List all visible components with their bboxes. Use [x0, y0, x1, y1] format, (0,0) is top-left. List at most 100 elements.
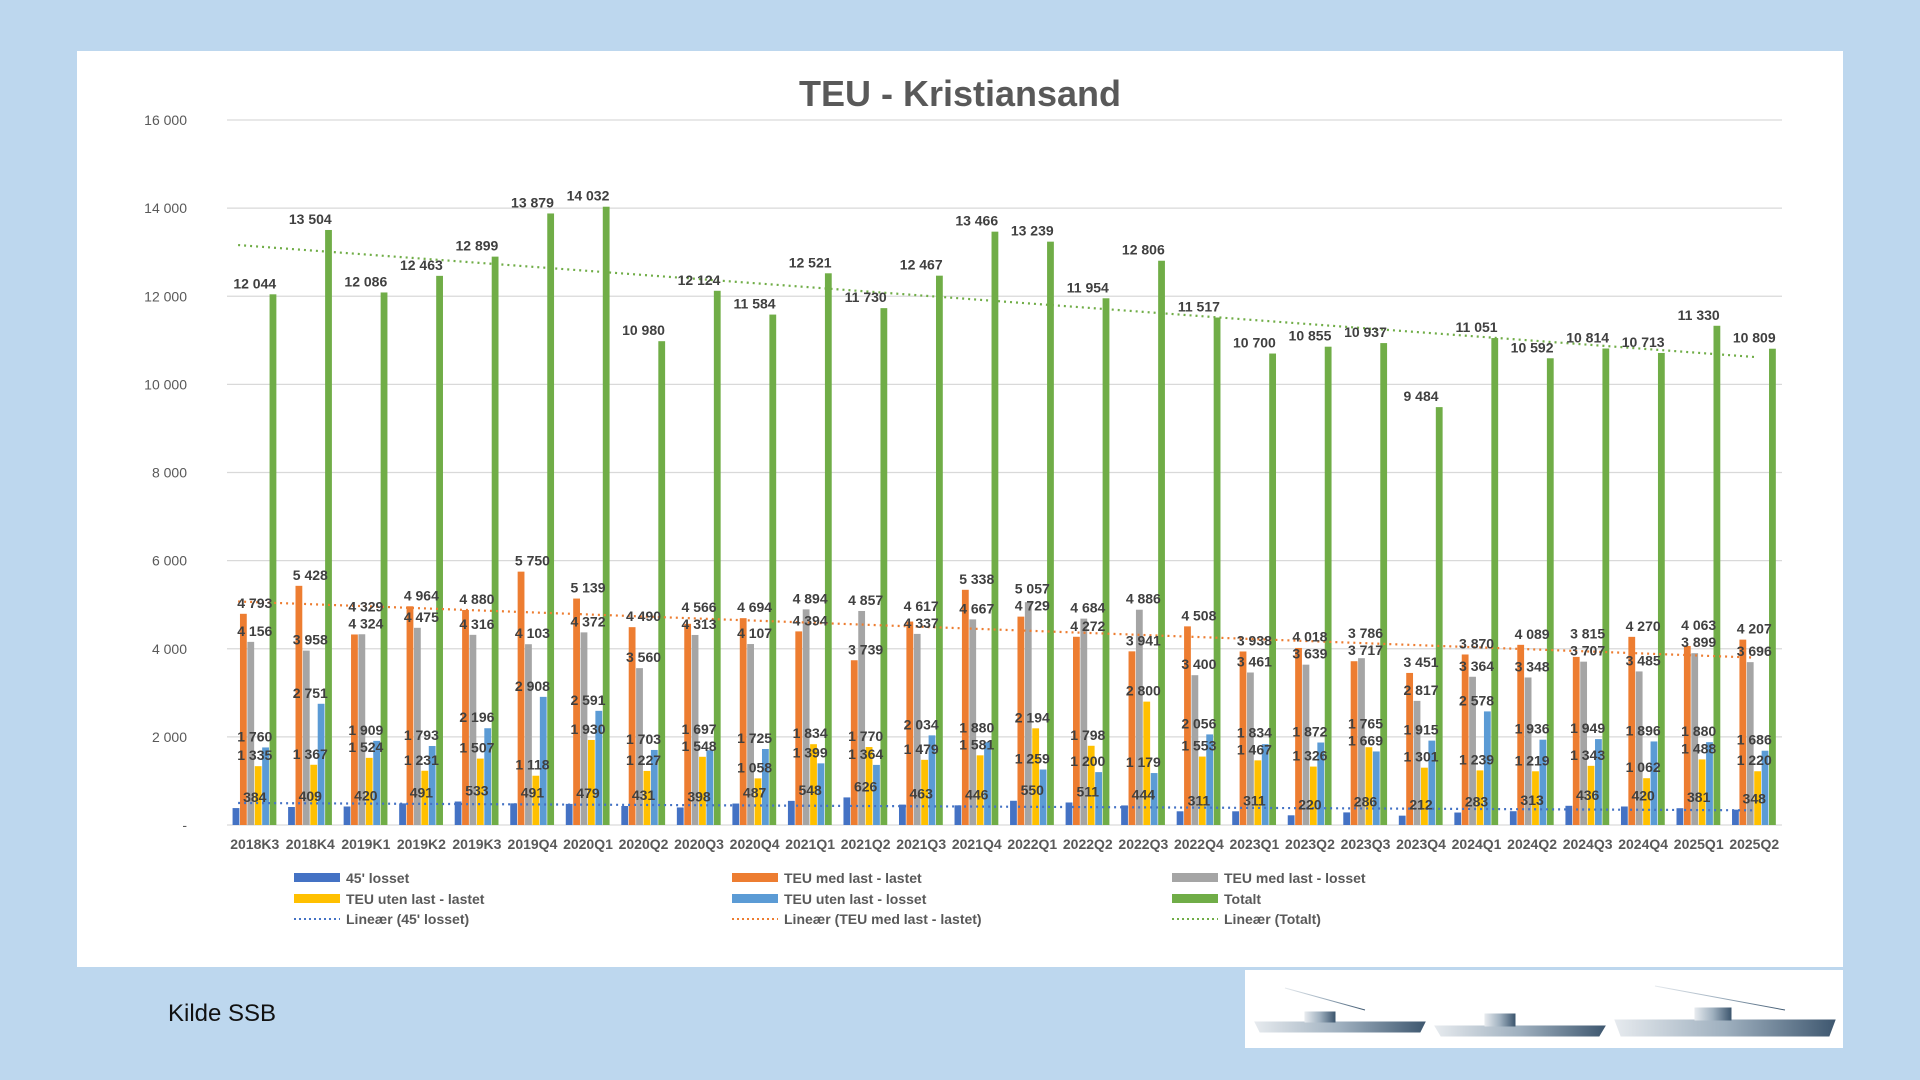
bar-teu-uten-last-lastet: [1309, 766, 1317, 825]
data-label: 12 806: [1122, 242, 1165, 258]
data-label: 1 725: [737, 730, 772, 746]
data-label: 463: [910, 786, 934, 802]
bar-teu-uten-last-losset: [1206, 734, 1214, 825]
data-label: 10 713: [1622, 334, 1665, 350]
x-tick-label: 2020Q4: [730, 836, 780, 852]
bar-45-losset: [1620, 806, 1628, 825]
data-label: 1 200: [1070, 753, 1105, 769]
data-label: 4 324: [348, 615, 383, 631]
data-label: 4 566: [682, 599, 717, 615]
data-label: 1 259: [1015, 751, 1050, 767]
bar-teu-med-last-losset: [1469, 676, 1476, 825]
data-label: 212: [1409, 797, 1433, 813]
data-label: 1 367: [293, 746, 328, 762]
legend-swatch: [732, 894, 778, 903]
bar-totalt: [824, 273, 832, 825]
bar-totalt: [1435, 407, 1443, 825]
bar-teu-med-last-lastet: [684, 623, 692, 825]
bar-teu-uten-last-lastet: [1032, 728, 1040, 825]
bar-45-losset: [399, 803, 406, 825]
data-label: 5 057: [1015, 581, 1050, 597]
x-tick-label: 2023Q1: [1229, 836, 1279, 852]
data-label: 1 118: [515, 757, 549, 773]
data-label: 286: [1354, 793, 1378, 809]
x-tick-label: 2025Q1: [1674, 836, 1724, 852]
bar-totalt: [325, 229, 332, 826]
teu-chart: TEU - Kristiansand - 2 000 4 000 6 000 8 000…: [144, 73, 1782, 927]
data-label: 12 467: [900, 257, 943, 273]
bar-teu-med-last-lastet: [1350, 661, 1358, 825]
bar-teu-med-last-losset: [1358, 658, 1365, 825]
bar-teu-uten-last-losset: [817, 763, 825, 825]
bar-teu-uten-last-losset: [1539, 739, 1547, 825]
bar-45-losset: [1176, 811, 1184, 825]
bar-teu-uten-last-lastet: [754, 778, 762, 825]
bar-45-losset: [232, 808, 240, 825]
data-label: 4 490: [626, 608, 661, 624]
data-label: 384: [243, 789, 267, 805]
x-tick-label: 2020Q3: [674, 836, 724, 852]
x-tick-label: 2023Q2: [1285, 836, 1335, 852]
bar-teu-uten-last-lastet: [865, 747, 873, 825]
legend-swatch: [294, 873, 340, 882]
data-label: 1 239: [1459, 751, 1494, 767]
data-label: 1 949: [1570, 720, 1605, 736]
bar-45-losset: [954, 805, 962, 825]
bar-totalt: [1324, 346, 1332, 825]
bar-teu-med-last-lastet: [961, 589, 969, 825]
bar-teu-uten-last-lastet: [1143, 701, 1151, 825]
bar-teu-uten-last-lastet: [643, 770, 651, 825]
data-label: 1 524: [348, 739, 383, 755]
data-label: 3 461: [1237, 653, 1272, 669]
bar-teu-med-last-losset: [525, 644, 532, 825]
data-label: 5 428: [293, 567, 328, 583]
data-label: 431: [632, 787, 656, 803]
data-label: 10 809: [1733, 330, 1776, 346]
y-tick-label: -: [182, 817, 187, 833]
bar-teu-uten-last-lastet: [1643, 778, 1650, 825]
bar-teu-med-last-lastet: [1295, 647, 1302, 825]
bar-teu-uten-last-lastet: [254, 766, 262, 825]
bar-teu-med-last-lastet: [351, 634, 358, 825]
bar-teu-uten-last-lastet: [921, 759, 928, 825]
bar-teu-uten-last-lastet: [421, 770, 429, 825]
bar-totalt: [1713, 325, 1721, 825]
data-label: 2 196: [459, 709, 494, 725]
x-tick-label: 2024Q3: [1563, 836, 1613, 852]
bar-teu-uten-last-lastet: [310, 764, 318, 825]
data-label: 2 578: [1459, 692, 1494, 708]
bar-teu-med-last-losset: [469, 634, 477, 825]
bar-teu-uten-last-lastet: [1254, 760, 1262, 825]
bar-teu-med-last-lastet: [795, 631, 803, 825]
data-label: 4 667: [959, 600, 994, 616]
bar-totalt: [1546, 358, 1554, 825]
bar-45-losset: [1565, 805, 1573, 825]
bar-teu-med-last-losset: [1191, 675, 1199, 825]
data-label: 12 463: [400, 257, 443, 273]
data-label: 13 879: [511, 194, 554, 210]
data-label: 11 730: [845, 289, 887, 305]
data-label: 11 517: [1178, 299, 1220, 315]
data-label: 4 729: [1015, 598, 1050, 614]
data-label: 2 751: [293, 685, 328, 701]
data-label: 4 207: [1737, 621, 1772, 637]
legend-swatch: [1172, 894, 1218, 903]
bar-teu-med-last-lastet: [573, 598, 580, 825]
data-label: 3 870: [1459, 635, 1494, 651]
bar-teu-med-last-losset: [802, 609, 810, 825]
data-label: 4 337: [904, 615, 939, 631]
data-label: 3 400: [1181, 656, 1216, 672]
bar-teu-uten-last-losset: [428, 745, 436, 825]
data-label: 11 584: [734, 296, 776, 312]
legend-label: Lineær (45' losset): [346, 911, 469, 927]
bar-teu-med-last-losset: [1135, 609, 1143, 825]
bar-teu-uten-last-losset: [317, 703, 325, 825]
data-label: 1 834: [1237, 724, 1272, 740]
data-label: 11 051: [1456, 319, 1498, 335]
bar-teu-med-last-losset: [1413, 700, 1421, 825]
bar-teu-med-last-lastet: [1461, 654, 1469, 825]
bar-totalt: [991, 231, 999, 826]
bar-totalt: [880, 308, 888, 826]
bar-teu-uten-last-lastet: [587, 739, 595, 825]
bar-teu-med-last-lastet: [1239, 651, 1247, 825]
